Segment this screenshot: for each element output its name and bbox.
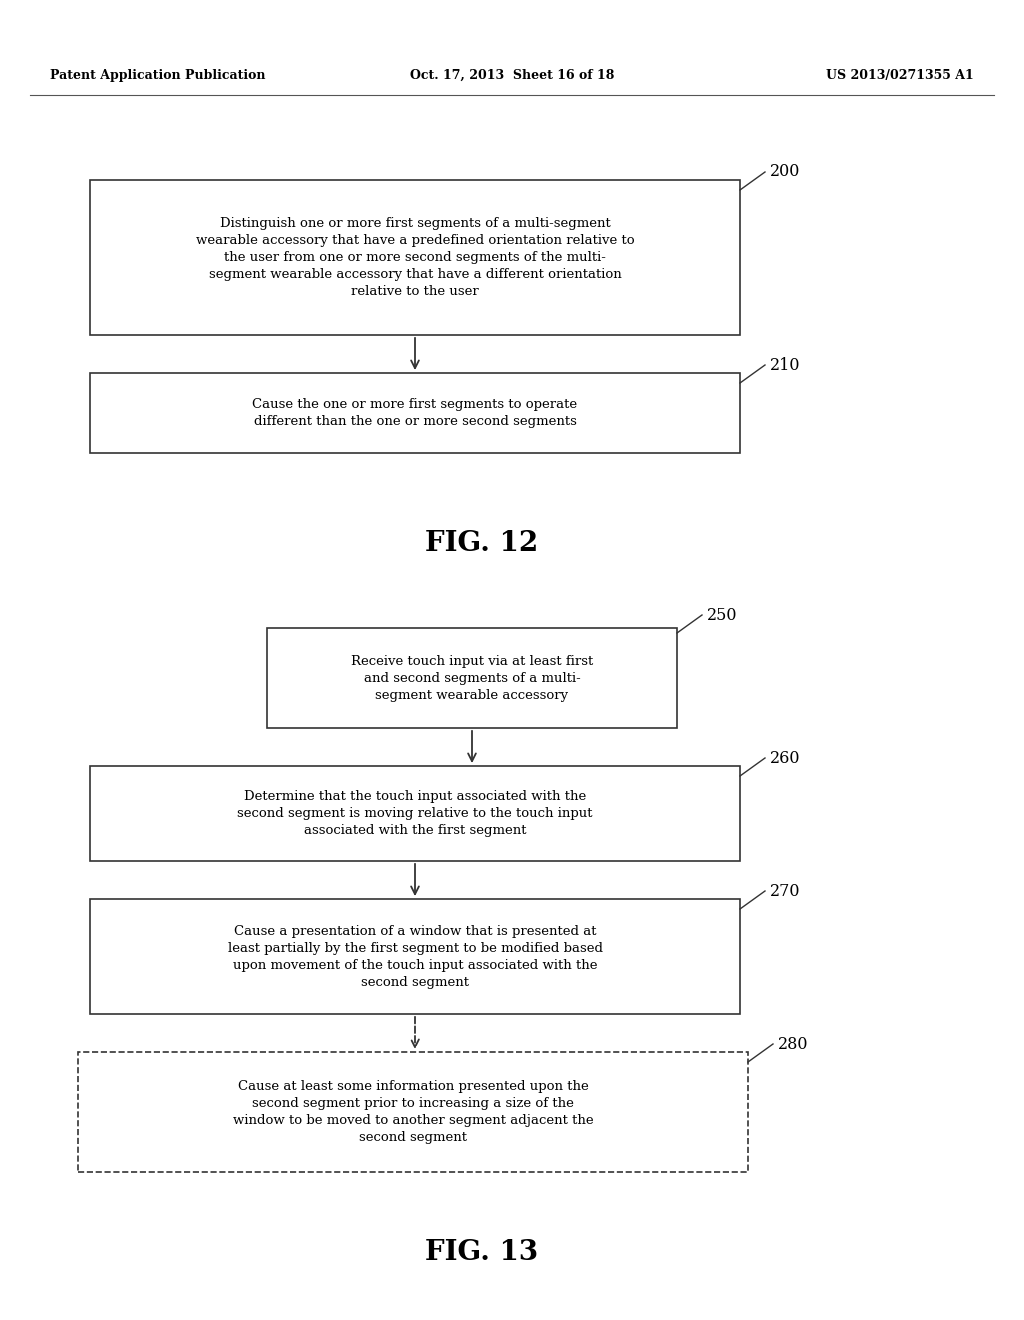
Text: FIG. 12: FIG. 12 (425, 529, 539, 557)
Text: FIG. 13: FIG. 13 (425, 1238, 539, 1266)
Text: Oct. 17, 2013  Sheet 16 of 18: Oct. 17, 2013 Sheet 16 of 18 (410, 69, 614, 82)
Text: Cause a presentation of a window that is presented at
least partially by the fir: Cause a presentation of a window that is… (227, 924, 602, 989)
Text: US 2013/0271355 A1: US 2013/0271355 A1 (826, 69, 974, 82)
Bar (267, 628, 677, 729)
Text: Determine that the touch input associated with the
second segment is moving rela: Determine that the touch input associate… (238, 789, 593, 837)
Text: Patent Application Publication: Patent Application Publication (50, 69, 265, 82)
Text: 260: 260 (770, 750, 801, 767)
Bar (90, 899, 740, 1014)
Bar (78, 1052, 748, 1172)
Text: Cause at least some information presented upon the
second segment prior to incre: Cause at least some information presente… (232, 1080, 593, 1144)
Text: Receive touch input via at least first
and second segments of a multi-
segment w: Receive touch input via at least first a… (351, 655, 593, 701)
Text: Cause the one or more first segments to operate
different than the one or more s: Cause the one or more first segments to … (253, 399, 578, 428)
Bar (90, 374, 740, 453)
Text: Distinguish one or more first segments of a multi-segment
wearable accessory tha: Distinguish one or more first segments o… (196, 216, 634, 298)
Bar (90, 766, 740, 861)
Bar (90, 180, 740, 335)
Text: 200: 200 (770, 164, 801, 181)
Text: 210: 210 (770, 356, 801, 374)
Text: 250: 250 (707, 606, 737, 623)
Text: 270: 270 (770, 883, 801, 899)
Text: 280: 280 (778, 1035, 809, 1052)
